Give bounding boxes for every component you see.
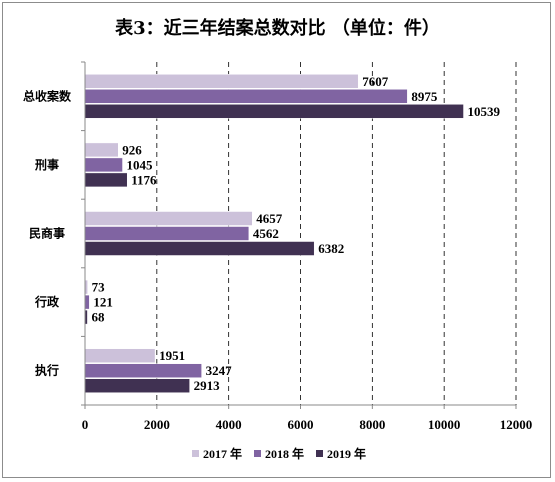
bars: [84, 74, 464, 393]
data-label: 4562: [253, 226, 279, 241]
legend-swatch: [254, 450, 261, 457]
legend: 2017 年 2018 年 2019 年: [192, 446, 366, 461]
x-tick-label: 12000: [500, 417, 533, 432]
data-label: 1951: [159, 348, 185, 363]
x-tick-label: 6000: [288, 417, 314, 432]
bar-2018年: [84, 226, 250, 241]
bar-2019年: [84, 104, 464, 119]
x-tick-label: 0: [82, 417, 89, 432]
data-label: 3247: [206, 363, 233, 378]
legend-label: 2018 年: [265, 446, 304, 461]
legend-label: 2019 年: [327, 446, 366, 461]
bar-2017年: [84, 211, 253, 226]
bar-2019年: [84, 172, 128, 188]
legend-label: 2017 年: [203, 446, 242, 461]
x-tick-label: 2000: [144, 417, 170, 432]
bar-2018年: [84, 157, 123, 173]
data-label: 1176: [131, 172, 157, 187]
category-label: 刑事: [35, 157, 59, 172]
legend-swatch: [316, 450, 323, 457]
category-label: 民商事: [29, 226, 65, 241]
category-label: 总收案数: [23, 88, 72, 103]
data-label: 6382: [318, 241, 344, 256]
data-label: 2913: [194, 378, 221, 393]
bar-2017年: [84, 348, 156, 363]
bar-2018年: [84, 363, 202, 378]
data-label: 8975: [411, 89, 438, 104]
axes: [81, 61, 517, 409]
labels: 0 2000 4000 6000 8000 10000 12000 总收案数 7607 8975 1…: [23, 74, 532, 432]
legend-swatch: [192, 450, 199, 457]
bar-2017年: [84, 142, 119, 158]
data-label: 121: [93, 295, 113, 310]
x-tick-label: 8000: [359, 417, 385, 432]
chart-title: 表3：近三年结案总数对比 （单位：件）: [115, 18, 440, 39]
x-tick-label: 4000: [216, 417, 242, 432]
data-label: 10539: [468, 104, 501, 119]
bar-2019年: [84, 378, 190, 393]
bar-2018年: [84, 89, 408, 104]
x-tick-label: 10000: [428, 417, 461, 432]
category-label: 行政: [34, 294, 60, 309]
data-label: 68: [91, 310, 105, 325]
data-label: 73: [92, 280, 106, 295]
bar-2018年: [84, 294, 90, 310]
bar-2019年: [84, 241, 315, 256]
data-label: 1045: [127, 157, 154, 172]
data-label: 7607: [362, 74, 389, 89]
data-label: 926: [122, 142, 142, 157]
data-label: 4657: [256, 211, 283, 226]
bar-2017年: [84, 74, 359, 89]
category-label: 执行: [35, 363, 59, 378]
